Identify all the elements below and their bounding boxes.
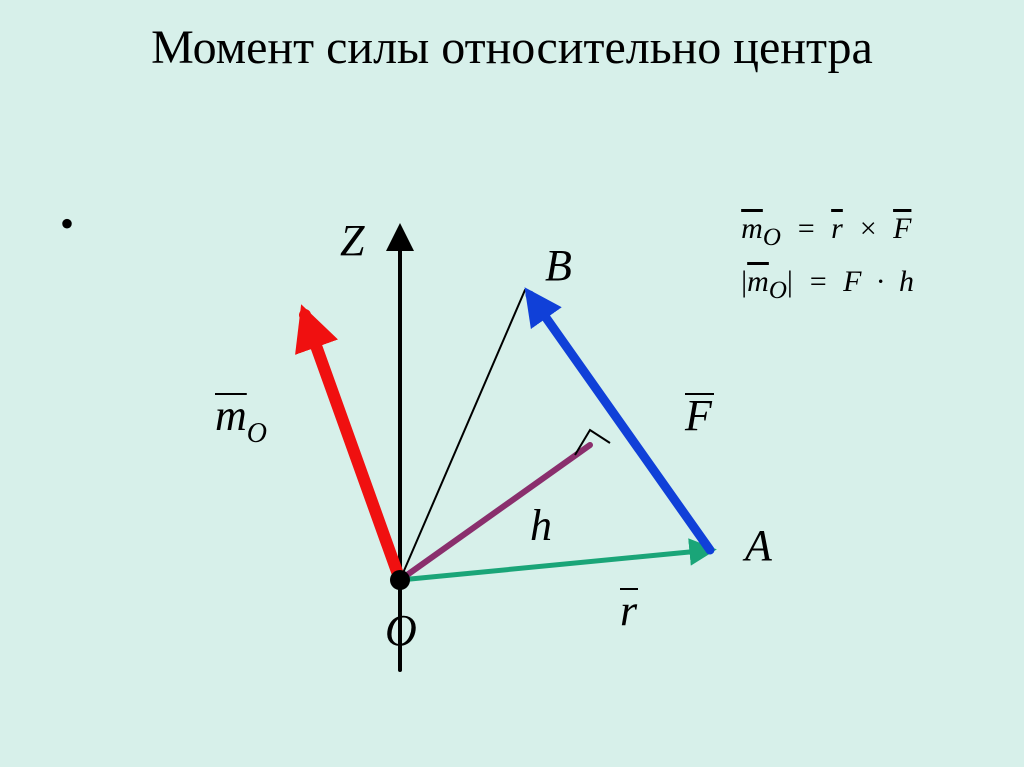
r-label: r bbox=[620, 586, 638, 635]
bullet-dot: • bbox=[60, 200, 74, 247]
f-label: F bbox=[684, 391, 713, 440]
point-a-label: A bbox=[742, 521, 773, 570]
slide-title: Момент силы относительно центра bbox=[0, 20, 1024, 75]
origin-label: O bbox=[385, 606, 417, 655]
mo-label: mO bbox=[215, 391, 267, 449]
vector-diagram: Z O A Bh r FmO bbox=[120, 180, 820, 720]
point-b-label: B bbox=[545, 241, 572, 290]
f2-h: h bbox=[899, 265, 914, 298]
vector-mo bbox=[305, 315, 400, 580]
f1-r: r bbox=[831, 212, 843, 245]
h-label: h bbox=[530, 501, 552, 550]
z-axis-label: Z bbox=[340, 216, 365, 265]
f1-cross: × bbox=[858, 212, 878, 245]
f1-F: F bbox=[893, 212, 911, 245]
f2-F: F bbox=[843, 265, 861, 298]
slide: Момент силы относительно центра • mO = r… bbox=[0, 0, 1024, 767]
origin-dot bbox=[390, 570, 410, 590]
vector-f bbox=[530, 295, 710, 550]
vector-r bbox=[400, 550, 710, 580]
f2-dot: · bbox=[877, 265, 885, 298]
